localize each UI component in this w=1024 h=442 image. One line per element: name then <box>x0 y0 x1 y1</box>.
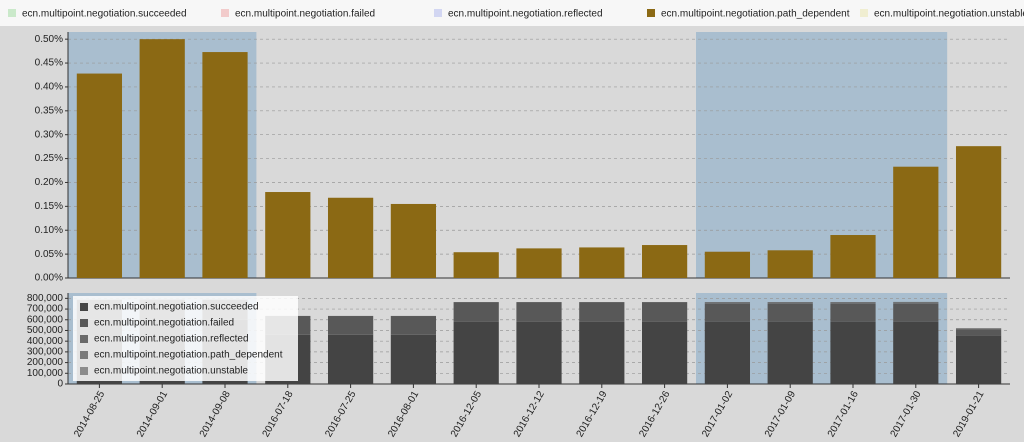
y-tick-label: 600,000 <box>27 314 64 325</box>
bar-segment <box>327 334 374 384</box>
bar <box>327 197 374 278</box>
y-tick-label: 700,000 <box>27 304 64 315</box>
bar-segment <box>579 321 625 384</box>
legend-label: ecn.multipoint.negotiation.succeeded <box>94 302 259 313</box>
bar-segment <box>579 302 625 322</box>
y-tick-label: 0.50% <box>35 34 63 45</box>
legend-label: ecn.multipoint.negotiation.path_dependen… <box>94 350 283 361</box>
bar-segment <box>830 302 876 304</box>
bar-segment <box>453 302 499 322</box>
y-tick-label: 0.35% <box>35 105 63 116</box>
bar-segment <box>893 321 939 384</box>
bar <box>955 146 1002 278</box>
y-tick-label: 800,000 <box>27 293 64 304</box>
bar-segment <box>767 303 813 322</box>
bar-segment <box>390 316 437 335</box>
bar-segment <box>767 302 813 304</box>
legend-label: ecn.multipoint.negotiation.failed <box>94 318 234 329</box>
y-tick-label: 300,000 <box>27 347 64 358</box>
bar-segment <box>893 302 939 304</box>
y-tick-label: 0.40% <box>35 82 63 93</box>
y-tick-label: 0.30% <box>35 129 63 140</box>
y-tick-label: 0 <box>57 379 63 390</box>
bar-segment <box>893 303 939 322</box>
y-tick-label: 0.25% <box>35 153 63 164</box>
bar <box>830 235 876 278</box>
bar <box>704 251 751 278</box>
y-tick-label: 500,000 <box>27 325 64 336</box>
bar-segment <box>641 302 688 322</box>
y-tick-label: 0.15% <box>35 201 63 212</box>
legend-swatch <box>80 367 88 375</box>
y-tick-label: 0.10% <box>35 225 63 236</box>
bar <box>767 250 813 278</box>
y-tick-label: 400,000 <box>27 336 64 347</box>
legend-swatch <box>80 303 88 311</box>
bar-segment <box>830 303 876 322</box>
bar-segment <box>955 329 1002 336</box>
legend-label: ecn.multipoint.negotiation.succeeded <box>22 9 187 20</box>
bar <box>641 245 688 278</box>
legend-swatch <box>221 9 229 17</box>
legend-label: ecn.multipoint.negotiation.unstable <box>874 9 1024 20</box>
legend-swatch <box>647 9 655 17</box>
bar <box>893 166 939 278</box>
y-tick-label: 100,000 <box>27 368 64 379</box>
bar <box>139 39 185 279</box>
bar-segment <box>955 328 1002 330</box>
legend-label: ecn.multipoint.negotiation.reflected <box>448 9 603 20</box>
bar <box>516 248 562 278</box>
bar-segment <box>704 321 751 384</box>
bar-segment <box>453 321 499 384</box>
bar <box>390 203 437 278</box>
legend-swatch <box>80 319 88 327</box>
bar <box>579 247 625 278</box>
legend-swatch <box>434 9 442 17</box>
bar-segment <box>327 316 374 335</box>
bar <box>453 252 499 278</box>
legend-label: ecn.multipoint.negotiation.failed <box>235 9 375 20</box>
bar-segment <box>955 335 1002 384</box>
y-tick-label: 0.45% <box>35 58 63 69</box>
legend-label: ecn.multipoint.negotiation.unstable <box>94 366 248 377</box>
bar <box>76 73 123 278</box>
bar <box>202 52 248 279</box>
bar-segment <box>516 321 562 384</box>
bar-segment <box>390 334 437 384</box>
bar-segment <box>830 321 876 384</box>
legend-swatch <box>80 351 88 359</box>
y-tick-label: 0.00% <box>35 273 63 284</box>
y-tick-label: 0.20% <box>35 177 63 188</box>
legend-swatch <box>860 9 868 17</box>
bar-segment <box>704 303 751 322</box>
bar-segment <box>704 302 751 304</box>
legend-bar <box>0 0 1024 26</box>
legend-swatch <box>80 335 88 343</box>
legend-label: ecn.multipoint.negotiation.reflected <box>94 334 249 345</box>
bar-segment <box>641 321 688 384</box>
bar-segment <box>516 302 562 322</box>
bar <box>265 192 311 278</box>
legend-box <box>73 296 298 381</box>
bar-segment <box>767 321 813 384</box>
legend-label: ecn.multipoint.negotiation.path_dependen… <box>661 9 850 20</box>
y-tick-label: 0.05% <box>35 249 63 260</box>
legend-swatch <box>8 9 16 17</box>
y-tick-label: 200,000 <box>27 357 64 368</box>
